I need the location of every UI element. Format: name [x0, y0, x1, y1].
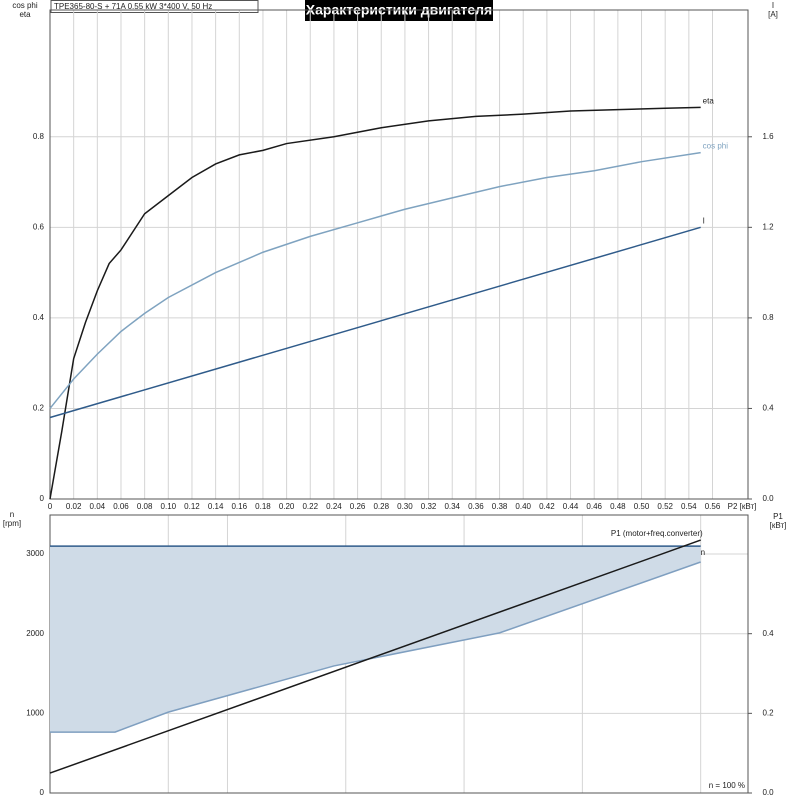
x-tick-label: 0.20: [279, 502, 295, 511]
y2-tick-label: 0.0: [762, 788, 774, 797]
y-axis-label: [rpm]: [3, 519, 21, 528]
y-tick-label: 0.4: [33, 313, 45, 322]
x-tick-label: 0.14: [208, 502, 224, 511]
x-tick-label: 0.10: [161, 502, 177, 511]
x-tick-label: 0.12: [184, 502, 200, 511]
x-tick-label: 0.08: [137, 502, 153, 511]
y-axis-label: eta: [19, 10, 31, 19]
plot-frame: [49, 9, 749, 500]
y-tick-label: 3000: [26, 549, 44, 558]
y2-axis-label: I: [772, 1, 774, 10]
y-tick-label: 0: [40, 494, 45, 503]
series-label: I: [703, 216, 705, 225]
annotation: n = 100 %: [709, 781, 745, 790]
x-tick-label: 0.40: [515, 502, 531, 511]
y2-tick-label: 0.0: [762, 494, 774, 503]
x-tick-label: 0.36: [468, 502, 484, 511]
band-lower: [50, 561, 701, 733]
x-tick-label: 0.18: [255, 502, 271, 511]
x-tick-label: 0.32: [421, 502, 437, 511]
y2-tick-label: 1.6: [762, 132, 774, 141]
info-text: TPE365-80-S + 71A 0.55 kW 3*400 V, 50 Hz: [54, 2, 212, 11]
x-tick-label: 0.26: [350, 502, 366, 511]
series-label: eta: [703, 96, 715, 105]
y2-axis-label: P1: [773, 512, 783, 521]
y2-tick-label: 0.4: [762, 404, 774, 413]
x-tick-label: 0.28: [373, 502, 389, 511]
x-tick-label: 0.54: [681, 502, 697, 511]
y-tick-label: 2000: [26, 629, 44, 638]
y2-tick-label: 0.2: [762, 708, 774, 717]
x-tick-label: 0: [48, 502, 53, 511]
y2-tick-label: 0.8: [762, 313, 774, 322]
series-label: cos phi: [703, 142, 729, 151]
y2-axis-label: [кВт]: [770, 521, 787, 530]
x-tick-label: 0.06: [113, 502, 129, 511]
series-line: [49, 151, 701, 409]
x-tick-label: 0.48: [610, 502, 626, 511]
series-label: P1 (motor+freq.converter): [611, 529, 703, 538]
y2-tick-label: 1.2: [762, 222, 774, 231]
series-line: [49, 226, 701, 419]
x-tick-label: 0.16: [231, 502, 247, 511]
x-tick-label: 0.50: [634, 502, 650, 511]
y-tick-label: 0.6: [33, 222, 45, 231]
band-fill: [50, 546, 701, 733]
y-tick-label: 0.8: [33, 132, 45, 141]
x-tick-label: 0.56: [705, 502, 721, 511]
x-tick-label: 0.44: [563, 502, 579, 511]
x-tick-label: 0.52: [657, 502, 673, 511]
x-tick-label: 0.42: [539, 502, 555, 511]
x-tick-label: 0.34: [444, 502, 460, 511]
series-line: [49, 539, 701, 774]
series-line: [49, 106, 701, 500]
series-label: n: [701, 548, 705, 557]
y2-axis-label: [A]: [768, 10, 778, 19]
x-tick-label: 0.04: [90, 502, 106, 511]
x-tick-label: 0.24: [326, 502, 342, 511]
y-tick-label: 0.2: [33, 404, 45, 413]
x-tick-label: 0.02: [66, 502, 82, 511]
y2-tick-label: 0.4: [762, 629, 774, 638]
x-tick-label: 0.38: [492, 502, 508, 511]
y-axis-label: n: [10, 510, 14, 519]
x-tick-label: 0.46: [586, 502, 602, 511]
x-axis-label: P2 [кВт]: [728, 502, 757, 511]
x-tick-label: 0.30: [397, 502, 413, 511]
y-tick-label: 1000: [26, 708, 44, 717]
y-axis-label: cos phi: [12, 1, 38, 10]
x-tick-label: 0.22: [302, 502, 318, 511]
y-tick-label: 0: [40, 788, 45, 797]
